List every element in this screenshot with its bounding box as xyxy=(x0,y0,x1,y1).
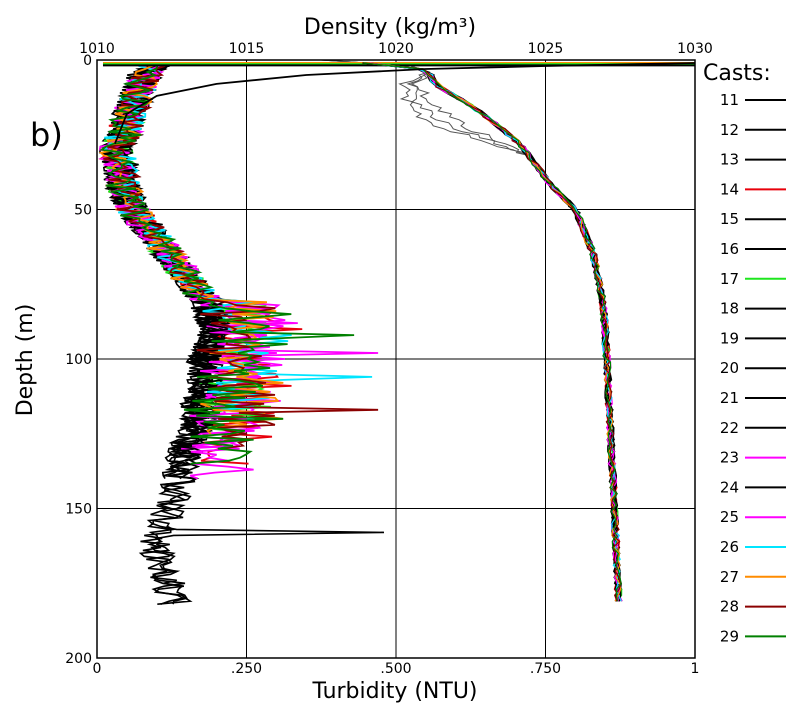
legend-label: 25 xyxy=(720,508,739,526)
turbidity-line-cast-26 xyxy=(102,62,373,420)
y-tick-label: 150 xyxy=(65,502,92,518)
top-axis-ticks: 1010 1015 1020 1025 1030 xyxy=(79,41,713,57)
density-line-gray xyxy=(321,59,588,240)
y-axis-ticks: 0 50 100 150 200 xyxy=(65,53,92,667)
bottom-axis-ticks: 0 .250 .500 .750 1 xyxy=(93,661,700,677)
legend-label: 16 xyxy=(720,240,739,258)
legend-label: 19 xyxy=(720,329,739,347)
legend-label: 12 xyxy=(720,121,739,139)
density-line-cast-11 xyxy=(362,62,622,602)
density-line-gray xyxy=(321,59,588,240)
density-line-cast-22 xyxy=(365,62,622,602)
panel-label: b) xyxy=(30,116,63,154)
density-line-cast-26 xyxy=(364,62,622,602)
density-line-cast-13 xyxy=(362,62,622,602)
legend-label: 15 xyxy=(720,210,739,228)
legend-label: 17 xyxy=(720,270,739,288)
top-axis-title: Density (kg/m³) xyxy=(304,15,476,40)
plot-frame xyxy=(96,59,696,659)
density-line-cast-24 xyxy=(364,62,622,602)
density-line-cast-20 xyxy=(365,62,621,602)
density-line-cast-16 xyxy=(363,62,623,602)
legend-label: 14 xyxy=(720,180,739,198)
legend-label: 23 xyxy=(720,449,739,467)
density-line-cast-14 xyxy=(364,62,621,602)
legend: 11 12 13 14 15 16 17 18 19 20 21 22 23 24 25 26 27 28 29 xyxy=(720,91,786,645)
legend-label: 26 xyxy=(720,538,739,556)
bottom-tick-label: .250 xyxy=(231,661,262,677)
legend-label: 22 xyxy=(720,419,739,437)
legend-label: 13 xyxy=(720,151,739,169)
y-tick-label: 100 xyxy=(65,352,92,368)
legend-label: 18 xyxy=(720,300,739,318)
legend-title: Casts: xyxy=(703,61,771,86)
top-tick-label: 1025 xyxy=(528,41,564,57)
density-line-surface xyxy=(114,62,696,145)
legend-label: 21 xyxy=(720,389,739,407)
legend-label: 24 xyxy=(720,478,739,496)
density-line-cast-21 xyxy=(362,62,623,602)
bottom-tick-label: .750 xyxy=(530,661,561,677)
turbidity-line-cast-29 xyxy=(99,62,355,465)
bottom-tick-label: 0 xyxy=(93,661,102,677)
density-line-cast-29 xyxy=(363,62,622,602)
bottom-tick-label: .500 xyxy=(380,661,411,677)
turbidity-line-cast-24 xyxy=(102,62,385,605)
legend-label: 11 xyxy=(720,91,739,109)
bottom-axis-title: Turbidity (NTU) xyxy=(311,679,477,704)
bottom-tick-label: 1 xyxy=(691,661,700,677)
legend-label: 28 xyxy=(720,598,739,616)
top-tick-label: 1020 xyxy=(378,41,414,57)
y-tick-label: 0 xyxy=(83,53,92,69)
legend-label: 20 xyxy=(720,359,739,377)
density-line-gray xyxy=(321,59,588,240)
turbidity-line-cast-28 xyxy=(103,62,379,450)
density-line-cast-28 xyxy=(362,62,622,602)
y-tick-label: 50 xyxy=(74,203,92,219)
series-layer xyxy=(98,59,696,605)
top-tick-label: 1010 xyxy=(79,41,115,57)
top-tick-label: 1030 xyxy=(677,41,713,57)
y-axis-title: Depth (m) xyxy=(13,304,38,417)
legend-label: 27 xyxy=(720,568,739,586)
top-tick-label: 1015 xyxy=(229,41,265,57)
density-line-cast-27 xyxy=(366,62,622,602)
y-tick-label: 200 xyxy=(65,651,92,667)
legend-label: 29 xyxy=(720,627,739,645)
